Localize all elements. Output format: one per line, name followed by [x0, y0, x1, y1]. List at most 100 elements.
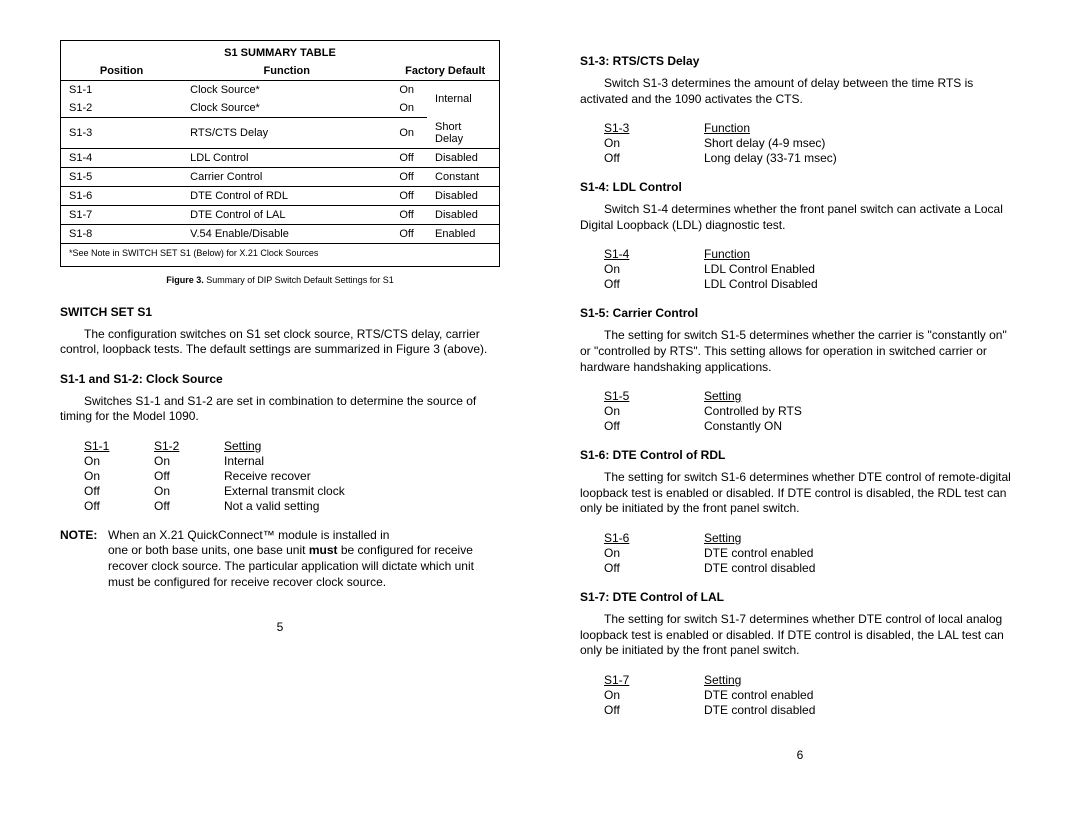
cell-def2: Disabled [427, 186, 499, 205]
ldl-heading: S1-4: LDL Control [580, 180, 1020, 194]
cell-def1: Off [391, 186, 427, 205]
cell-position: S1-5 [61, 167, 182, 186]
page-number-right: 6 [580, 748, 1020, 762]
ldl-text: Switch S1-4 determines whether the front… [580, 202, 1020, 233]
list-item: OffLDL Control Disabled [604, 277, 1020, 292]
cell-function: RTS/CTS Delay [182, 118, 391, 149]
summary-table-title: S1 SUMMARY TABLE [61, 41, 499, 62]
rtscts-heading: S1-3: RTS/CTS Delay [580, 54, 1020, 68]
list-item: OnShort delay (4-9 msec) [604, 136, 1020, 151]
switch-set-text: The configuration switches on S1 set clo… [60, 327, 500, 358]
list-item: OffOffNot a valid setting [84, 499, 500, 514]
cell-function: Clock Source* [182, 81, 391, 100]
th-position: Position [61, 62, 182, 81]
list-item: OnDTE control enabled [604, 546, 1020, 561]
table-row: S1-5 Carrier Control Off Constant [61, 167, 499, 186]
list-item: OffOnExternal transmit clock [84, 484, 500, 499]
left-column: S1 SUMMARY TABLE Position Function Facto… [60, 40, 500, 762]
right-column: S1-3: RTS/CTS Delay Switch S1-3 determin… [580, 40, 1020, 762]
cell-function: DTE Control of LAL [182, 205, 391, 224]
cell-def2-internal: Internal [427, 81, 499, 118]
mini-th: S1-2 [154, 439, 224, 454]
figure-label: Figure 3. [166, 275, 204, 285]
cell-def2: Short Delay [427, 118, 499, 149]
cell-position: S1-7 [61, 205, 182, 224]
table-row: S1-1 Clock Source* On Internal [61, 81, 499, 100]
th-function: Function [182, 62, 391, 81]
cell-position: S1-1 [61, 81, 182, 100]
table-row: S1-4 LDL Control Off Disabled [61, 148, 499, 167]
table-footnote-row: *See Note in SWITCH SET S1 (Below) for X… [61, 243, 499, 262]
th-factory-default: Factory Default [391, 62, 499, 81]
table-row: S1-8 V.54 Enable/Disable Off Enabled [61, 224, 499, 243]
mini-th: S1-5 [604, 389, 704, 404]
cell-def1: On [391, 99, 427, 118]
ldl-table: S1-4Function OnLDL Control Enabled OffLD… [604, 247, 1020, 292]
cell-function: DTE Control of RDL [182, 186, 391, 205]
cell-function: Clock Source* [182, 99, 391, 118]
switch-set-heading: SWITCH SET S1 [60, 305, 500, 319]
rdl-table: S1-6Setting OnDTE control enabled OffDTE… [604, 531, 1020, 576]
cell-def1: Off [391, 205, 427, 224]
cell-def1: Off [391, 167, 427, 186]
rdl-heading: S1-6: DTE Control of RDL [580, 448, 1020, 462]
rtscts-text: Switch S1-3 determines the amount of del… [580, 76, 1020, 107]
mini-th: S1-4 [604, 247, 704, 262]
clock-source-heading: S1-1 and S1-2: Clock Source [60, 372, 500, 386]
mini-th: S1-3 [604, 121, 704, 136]
cell-position: S1-8 [61, 224, 182, 243]
mini-th: S1-7 [604, 673, 704, 688]
lal-text: The setting for switch S1-7 determines w… [580, 612, 1020, 659]
clock-source-text: Switches S1-1 and S1-2 are set in combin… [60, 394, 500, 425]
rdl-text: The setting for switch S1-6 determines w… [580, 470, 1020, 517]
mini-th: Setting [704, 389, 741, 404]
lal-table: S1-7Setting OnDTE control enabled OffDTE… [604, 673, 1020, 718]
cell-def1: Off [391, 224, 427, 243]
lal-heading: S1-7: DTE Control of LAL [580, 590, 1020, 604]
cell-def1: Off [391, 148, 427, 167]
mini-th: Setting [704, 673, 741, 688]
list-item: OffDTE control disabled [604, 703, 1020, 718]
list-item: OnControlled by RTS [604, 404, 1020, 419]
mini-th: S1-1 [84, 439, 154, 454]
carrier-heading: S1-5: Carrier Control [580, 306, 1020, 320]
cell-position: S1-3 [61, 118, 182, 149]
cell-function: V.54 Enable/Disable [182, 224, 391, 243]
figure-caption: Figure 3. Summary of DIP Switch Default … [60, 275, 500, 285]
list-item: OffConstantly ON [604, 419, 1020, 434]
mini-th: Function [704, 247, 750, 262]
mini-th: S1-6 [604, 531, 704, 546]
table-row: S1-7 DTE Control of LAL Off Disabled [61, 205, 499, 224]
cell-def1: On [391, 118, 427, 149]
cell-def2: Disabled [427, 205, 499, 224]
list-item: OnDTE control enabled [604, 688, 1020, 703]
cell-def1: On [391, 81, 427, 100]
cell-function: Carrier Control [182, 167, 391, 186]
table-row: S1-3 RTS/CTS Delay On Short Delay [61, 118, 499, 149]
cell-position: S1-6 [61, 186, 182, 205]
note-body: one or both base units, one base unit mu… [60, 543, 500, 590]
cell-def2: Constant [427, 167, 499, 186]
cell-def2: Disabled [427, 148, 499, 167]
carrier-table: S1-5Setting OnControlled by RTS OffConst… [604, 389, 1020, 434]
page-number-left: 5 [60, 620, 500, 634]
list-item: OnOffReceive recover [84, 469, 500, 484]
mini-th: Setting [704, 531, 741, 546]
table-footnote: *See Note in SWITCH SET S1 (Below) for X… [61, 243, 499, 262]
page-container: S1 SUMMARY TABLE Position Function Facto… [60, 40, 1020, 762]
cell-position: S1-2 [61, 99, 182, 118]
figure-text: Summary of DIP Switch Default Settings f… [206, 275, 393, 285]
summary-table: S1 SUMMARY TABLE Position Function Facto… [60, 40, 500, 267]
note-label: NOTE: [60, 528, 108, 544]
rtscts-table: S1-3Function OnShort delay (4-9 msec) Of… [604, 121, 1020, 166]
list-item: OnOnInternal [84, 454, 500, 469]
mini-th: Setting [224, 439, 261, 454]
note-first-line: When an X.21 QuickConnect™ module is ins… [108, 528, 389, 544]
clock-source-table: S1-1 S1-2 Setting OnOnInternal OnOffRece… [84, 439, 500, 514]
list-item: OffDTE control disabled [604, 561, 1020, 576]
cell-position: S1-4 [61, 148, 182, 167]
list-item: OffLong delay (33-71 msec) [604, 151, 1020, 166]
table-row: S1-6 DTE Control of RDL Off Disabled [61, 186, 499, 205]
cell-function: LDL Control [182, 148, 391, 167]
mini-th: Function [704, 121, 750, 136]
